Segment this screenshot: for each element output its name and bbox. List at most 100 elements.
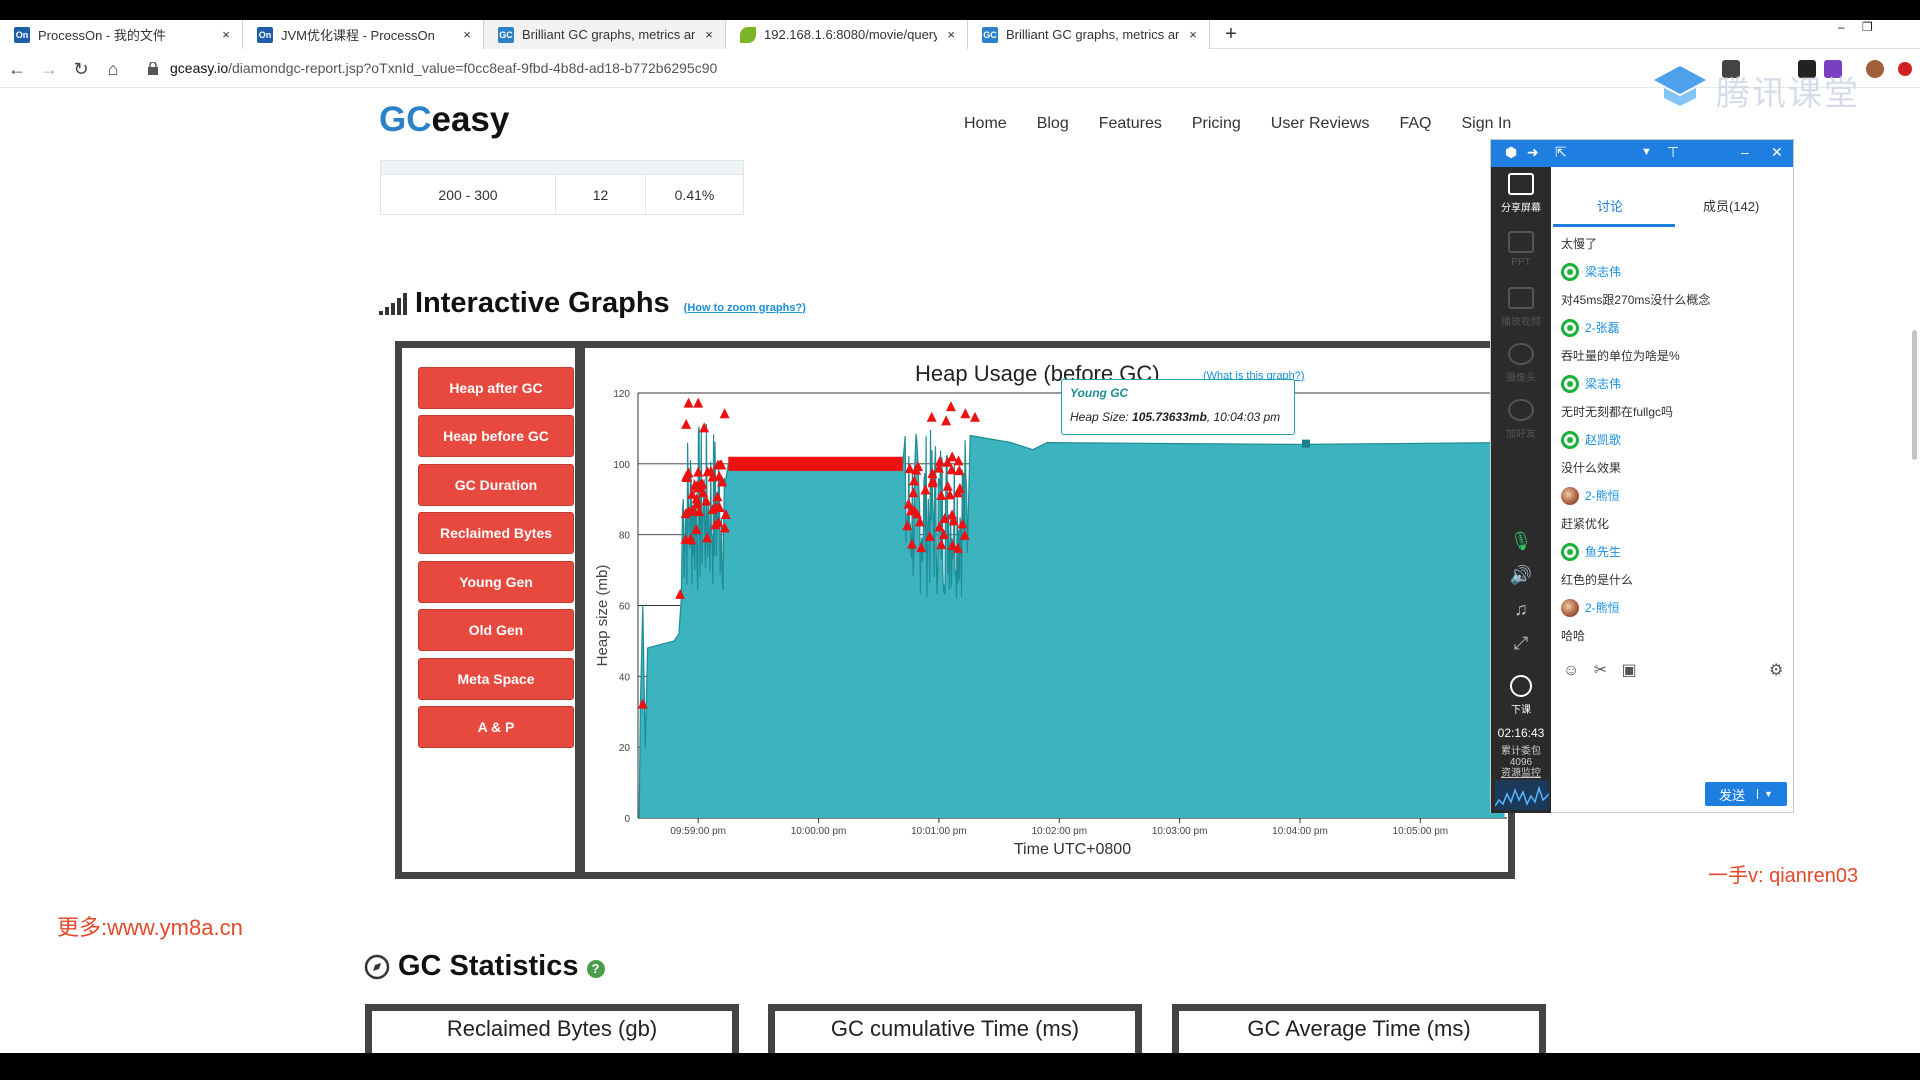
restore-button[interactable]: ❐ xyxy=(1862,20,1873,34)
heap-after-gc-button[interactable]: Heap after GC xyxy=(418,367,574,409)
old-gen-button[interactable]: Old Gen xyxy=(418,609,574,651)
lock-icon[interactable] xyxy=(148,62,158,75)
back-button[interactable]: ← xyxy=(8,59,26,79)
tab-gceasy-active[interactable]: GC Brilliant GC graphs, metrics ar × xyxy=(484,20,726,49)
tab-jvm-course[interactable]: On JVM优化课程 - ProcessOn × xyxy=(243,20,484,49)
panel-dropdown-icon[interactable]: ▼ xyxy=(1641,146,1652,158)
panel-minimize-icon[interactable]: – xyxy=(1741,144,1749,160)
chart-svg[interactable]: 0 20 40 60 80 100 120 09:59:00 pm 10:00:00 pm 10:… xyxy=(585,348,1515,872)
nav-sign-in[interactable]: Sign In xyxy=(1461,115,1512,132)
fullscreen-icon[interactable]: ⤢ xyxy=(1513,633,1529,653)
tab-gceasy-2[interactable]: GC Brilliant GC graphs, metrics ar × xyxy=(968,20,1210,49)
nav-features[interactable]: Features xyxy=(1098,115,1162,132)
full-gc-marker xyxy=(701,495,712,506)
tab-processon-files[interactable]: On ProcessOn - 我的文件 × xyxy=(0,20,243,49)
extension-icon[interactable] xyxy=(1898,62,1912,76)
full-gc-marker xyxy=(942,480,953,491)
meta-space-button[interactable]: Meta Space xyxy=(418,658,574,700)
extension-icon[interactable] xyxy=(1798,60,1816,78)
full-gc-marker xyxy=(904,463,915,474)
user-avatar-icon[interactable] xyxy=(1561,375,1579,393)
processon-favicon-icon: On xyxy=(257,26,273,43)
scissors-icon[interactable]: ✂ xyxy=(1593,662,1608,679)
tab-close-icon[interactable]: × xyxy=(1189,27,1197,42)
how-to-zoom-link[interactable]: (How to zoom graphs?) xyxy=(683,301,806,314)
gceasy-logo[interactable]: GCeasy xyxy=(379,100,509,140)
music-icon[interactable]: ♫ xyxy=(1514,599,1528,619)
microphone-icon[interactable]: 🎙 xyxy=(1509,531,1533,551)
tab-discussion[interactable]: 讨论 xyxy=(1597,199,1624,214)
minimize-button[interactable]: – xyxy=(1838,20,1845,34)
user-avatar-icon[interactable] xyxy=(1561,599,1579,617)
new-tab-button[interactable]: + xyxy=(1225,23,1237,45)
extension-icon[interactable] xyxy=(1824,60,1842,78)
extension-icon[interactable] xyxy=(1722,60,1740,78)
nav-user-reviews[interactable]: User Reviews xyxy=(1270,115,1370,132)
nav-blog[interactable]: Blog xyxy=(1036,115,1069,132)
chat-username[interactable]: 赵凯歌 xyxy=(1561,426,1787,454)
send-dropdown-icon[interactable]: ▼ xyxy=(1757,789,1773,799)
emoji-icon[interactable]: ☺ xyxy=(1563,662,1580,679)
gc-statistics-heading: GC Statistics ? xyxy=(364,950,605,983)
reclaimed-bytes-button[interactable]: Reclaimed Bytes xyxy=(418,512,574,554)
compass-icon xyxy=(364,954,390,979)
home-button[interactable]: ⌂ xyxy=(107,59,119,79)
panel-shield-icon[interactable]: ⬢ xyxy=(1505,144,1518,160)
profile-avatar-icon[interactable] xyxy=(1866,60,1884,78)
tab-members[interactable]: 成员(142) xyxy=(1703,199,1760,214)
panel-pin-icon[interactable]: ⊤ xyxy=(1667,144,1680,160)
user-avatar-icon[interactable] xyxy=(1561,543,1579,561)
heap-before-gc-button[interactable]: Heap before GC xyxy=(418,415,574,457)
user-avatar-icon[interactable] xyxy=(1561,431,1579,449)
nav-home[interactable]: Home xyxy=(964,115,1007,132)
panel-close-icon[interactable]: ✕ xyxy=(1771,144,1783,160)
chat-username[interactable]: 2-熊恒 xyxy=(1561,482,1787,510)
young-gen-button[interactable]: Young Gen xyxy=(418,561,574,603)
help-icon[interactable]: ? xyxy=(586,959,605,978)
user-avatar-icon[interactable] xyxy=(1561,487,1579,505)
panel-arrow-icon[interactable]: ➜ xyxy=(1527,144,1539,160)
speaker-icon[interactable]: 🔊 xyxy=(1509,565,1533,585)
user-avatar-icon[interactable] xyxy=(1561,263,1579,281)
play-video-item[interactable]: 播放视频 xyxy=(1491,287,1551,328)
side-label: 加好友 xyxy=(1506,429,1536,440)
send-label: 发送 xyxy=(1719,787,1746,803)
tab-movie-query[interactable]: 192.168.1.6:8080/movie/query × xyxy=(726,20,968,49)
a-and-p-button[interactable]: A & P xyxy=(418,706,574,748)
nav-faq[interactable]: FAQ xyxy=(1399,115,1432,132)
username-text: 2-熊恒 xyxy=(1585,601,1620,615)
add-friend-icon xyxy=(1508,399,1534,421)
username-text: 鱼先生 xyxy=(1585,545,1622,559)
resource-monitor-link[interactable]: 资源监控 xyxy=(1501,768,1541,779)
nav-pricing[interactable]: Pricing xyxy=(1191,115,1241,132)
camera-item[interactable]: 摄像头 xyxy=(1491,343,1551,384)
reload-button[interactable]: ↻ xyxy=(73,59,89,79)
full-gc-marker xyxy=(698,487,709,498)
chat-username[interactable]: 2-熊恒 xyxy=(1561,594,1787,622)
panel-share-icon[interactable]: ⇱ xyxy=(1555,144,1567,160)
add-friend-item[interactable]: 加好友 xyxy=(1491,399,1551,440)
ppt-item[interactable]: PPT xyxy=(1491,231,1551,268)
chat-username[interactable]: 2-张磊 xyxy=(1561,314,1787,342)
gc-duration-button[interactable]: GC Duration xyxy=(418,464,574,506)
end-class-item[interactable]: 下课 xyxy=(1491,675,1551,716)
full-gc-marker xyxy=(952,542,963,553)
chat-username[interactable]: 梁志伟 xyxy=(1561,258,1787,286)
heap-usage-chart[interactable]: Heap Usage (before GC) (What is this gra… xyxy=(582,348,1515,872)
tab-close-icon[interactable]: × xyxy=(222,27,230,42)
share-screen-item[interactable]: 分享屏幕 xyxy=(1491,173,1551,214)
chat-username[interactable]: 鱼先生 xyxy=(1561,538,1787,566)
full-gc-marker xyxy=(710,519,721,530)
forward-button[interactable]: → xyxy=(40,59,58,79)
page-scrollbar[interactable] xyxy=(1912,330,1917,460)
tab-close-icon[interactable]: × xyxy=(705,27,713,42)
tab-close-icon[interactable]: × xyxy=(463,27,471,42)
user-avatar-icon[interactable] xyxy=(1561,319,1579,337)
send-button[interactable]: 发送 ▼ xyxy=(1705,782,1787,806)
tooltip-value: 105.73633mb xyxy=(1132,410,1207,424)
tab-close-icon[interactable]: × xyxy=(947,27,955,42)
chat-username[interactable]: 梁志伟 xyxy=(1561,370,1787,398)
url-input[interactable]: gceasy.io/diamondgc-report.jsp?oTxnId_va… xyxy=(170,60,717,76)
image-icon[interactable]: ▣ xyxy=(1621,662,1637,679)
settings-gear-icon[interactable]: ⚙ xyxy=(1769,662,1784,679)
